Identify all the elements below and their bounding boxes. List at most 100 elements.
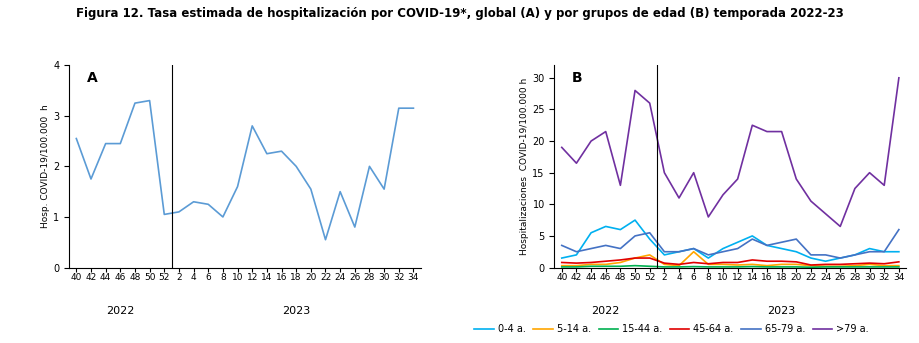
0-4 a. xyxy=(614,227,625,232)
65-79 a. xyxy=(863,250,874,254)
>79 a. xyxy=(819,212,830,216)
>79 a. xyxy=(556,145,567,150)
0-4 a. xyxy=(584,231,596,235)
15-44 a. xyxy=(863,265,874,269)
Line: 0-4 a.: 0-4 a. xyxy=(562,220,898,261)
15-44 a. xyxy=(892,265,903,269)
5-14 a. xyxy=(878,263,889,268)
5-14 a. xyxy=(892,263,903,268)
45-64 a. xyxy=(790,260,801,264)
15-44 a. xyxy=(804,265,815,269)
15-44 a. xyxy=(834,265,845,269)
5-14 a. xyxy=(761,263,772,268)
65-79 a. xyxy=(658,250,669,254)
>79 a. xyxy=(599,130,610,134)
5-14 a. xyxy=(584,262,596,267)
Text: B: B xyxy=(572,71,582,85)
5-14 a. xyxy=(658,262,669,267)
>79 a. xyxy=(673,196,684,200)
65-79 a. xyxy=(614,247,625,251)
>79 a. xyxy=(776,130,787,134)
5-14 a. xyxy=(687,250,698,254)
0-4 a. xyxy=(776,247,787,251)
0-4 a. xyxy=(834,256,845,260)
Text: Figura 12. Tasa estimada de hospitalización por COVID-19*, global (A) y por grup: Figura 12. Tasa estimada de hospitalizac… xyxy=(76,7,843,20)
>79 a. xyxy=(629,88,640,93)
15-44 a. xyxy=(614,264,625,268)
45-64 a. xyxy=(892,260,903,264)
45-64 a. xyxy=(848,262,859,266)
15-44 a. xyxy=(658,265,669,269)
5-14 a. xyxy=(556,263,567,268)
>79 a. xyxy=(643,101,654,105)
>79 a. xyxy=(732,177,743,181)
5-14 a. xyxy=(790,262,801,267)
5-14 a. xyxy=(614,260,625,264)
65-79 a. xyxy=(892,227,903,232)
65-79 a. xyxy=(761,243,772,247)
>79 a. xyxy=(790,177,801,181)
>79 a. xyxy=(761,130,772,134)
65-79 a. xyxy=(804,253,815,257)
0-4 a. xyxy=(717,247,728,251)
15-44 a. xyxy=(584,264,596,268)
65-79 a. xyxy=(687,247,698,251)
15-44 a. xyxy=(761,265,772,269)
45-64 a. xyxy=(878,262,889,266)
0-4 a. xyxy=(863,247,874,251)
15-44 a. xyxy=(732,265,743,269)
>79 a. xyxy=(584,139,596,143)
15-44 a. xyxy=(878,265,889,269)
Line: >79 a.: >79 a. xyxy=(562,78,898,226)
>79 a. xyxy=(878,183,889,187)
15-44 a. xyxy=(643,264,654,268)
0-4 a. xyxy=(571,253,582,257)
15-44 a. xyxy=(790,265,801,269)
65-79 a. xyxy=(556,243,567,247)
0-4 a. xyxy=(673,250,684,254)
>79 a. xyxy=(804,199,815,203)
65-79 a. xyxy=(584,247,596,251)
65-79 a. xyxy=(643,231,654,235)
45-64 a. xyxy=(863,261,874,265)
5-14 a. xyxy=(804,263,815,268)
0-4 a. xyxy=(629,218,640,222)
15-44 a. xyxy=(819,265,830,269)
45-64 a. xyxy=(746,258,757,262)
65-79 a. xyxy=(629,234,640,238)
0-4 a. xyxy=(804,256,815,260)
0-4 a. xyxy=(892,250,903,254)
65-79 a. xyxy=(878,250,889,254)
>79 a. xyxy=(717,193,728,197)
0-4 a. xyxy=(878,250,889,254)
5-14 a. xyxy=(571,263,582,268)
15-44 a. xyxy=(673,265,684,269)
5-14 a. xyxy=(673,263,684,268)
Text: 2023: 2023 xyxy=(766,306,795,317)
Y-axis label: Hosp. COVID-19/100.000  h: Hosp. COVID-19/100.000 h xyxy=(41,105,51,228)
>79 a. xyxy=(892,76,903,80)
65-79 a. xyxy=(790,237,801,241)
>79 a. xyxy=(834,224,845,228)
>79 a. xyxy=(863,170,874,175)
45-64 a. xyxy=(702,262,713,266)
5-14 a. xyxy=(599,262,610,267)
45-64 a. xyxy=(614,258,625,262)
5-14 a. xyxy=(732,263,743,267)
0-4 a. xyxy=(746,234,757,238)
45-64 a. xyxy=(673,262,684,267)
5-14 a. xyxy=(776,262,787,267)
Text: 2022: 2022 xyxy=(106,306,134,317)
5-14 a. xyxy=(819,264,830,268)
15-44 a. xyxy=(776,265,787,269)
0-4 a. xyxy=(643,237,654,241)
15-44 a. xyxy=(571,265,582,269)
45-64 a. xyxy=(732,260,743,264)
0-4 a. xyxy=(702,256,713,260)
Text: 2022: 2022 xyxy=(591,306,619,317)
65-79 a. xyxy=(702,253,713,257)
15-44 a. xyxy=(717,265,728,269)
65-79 a. xyxy=(848,253,859,257)
0-4 a. xyxy=(761,243,772,247)
Text: 2023: 2023 xyxy=(282,306,310,317)
